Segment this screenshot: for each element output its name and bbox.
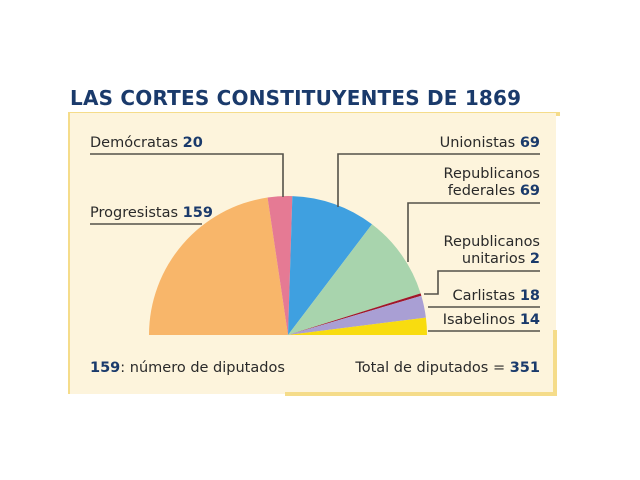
frame-bottom xyxy=(285,392,557,396)
slice-progresistas xyxy=(149,197,288,335)
label-republicanos-unitarios: Republicanos unitarios 2 xyxy=(443,234,540,267)
label-isabelinos: Isabelinos 14 xyxy=(442,312,540,328)
label-democratas: Demócratas 20 xyxy=(90,135,203,151)
total-annotation: Total de diputados = 351 xyxy=(355,360,540,376)
frame-right xyxy=(553,330,557,394)
slice-republicanos-unitarios xyxy=(288,293,422,335)
label-progresistas: Progresistas 159 xyxy=(90,205,213,221)
label-republicanos-federales: Republicanos federales 69 xyxy=(443,166,540,199)
label-carlistas: Carlistas 18 xyxy=(452,288,540,304)
legend-note: 159: número de diputados xyxy=(90,360,285,376)
slice-republicanos-federales xyxy=(288,224,421,335)
slice-carlistas xyxy=(288,295,426,335)
label-unionistas: Unionistas 69 xyxy=(439,135,540,151)
slice-isabelinos xyxy=(288,317,427,335)
slice-democratas xyxy=(267,196,293,335)
slice-unionistas xyxy=(288,196,372,335)
chart-title: LAS CORTES CONSTITUYENTES DE 1869 xyxy=(70,86,522,110)
leader-lines xyxy=(90,153,540,332)
